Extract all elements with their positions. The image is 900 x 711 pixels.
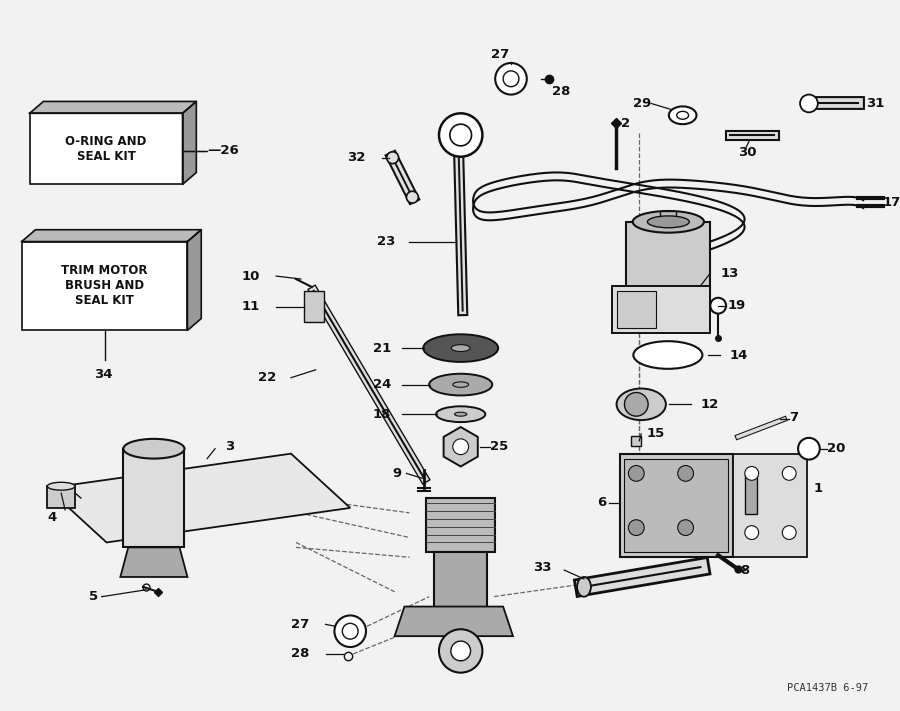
Circle shape [407, 191, 418, 203]
Text: O-RING AND
SEAL KIT: O-RING AND SEAL KIT [66, 135, 147, 163]
Bar [612, 286, 710, 333]
Text: 23: 23 [377, 235, 395, 248]
Text: 34: 34 [94, 368, 112, 381]
Circle shape [628, 466, 644, 481]
Polygon shape [394, 606, 513, 636]
Bar [427, 498, 495, 552]
Text: 4: 4 [48, 511, 57, 524]
Text: 5: 5 [89, 590, 98, 603]
Text: 32: 32 [347, 151, 365, 164]
Circle shape [439, 113, 482, 156]
Circle shape [800, 95, 818, 112]
Text: 20: 20 [827, 442, 845, 455]
Text: 12: 12 [700, 398, 719, 411]
Ellipse shape [451, 345, 470, 351]
Polygon shape [48, 454, 350, 542]
Text: 28: 28 [291, 648, 310, 661]
Circle shape [798, 438, 820, 459]
Circle shape [387, 151, 399, 164]
Text: 27: 27 [291, 618, 310, 631]
Bar [434, 552, 487, 606]
Ellipse shape [633, 211, 704, 232]
Text: 15: 15 [646, 427, 664, 440]
Ellipse shape [123, 439, 184, 459]
Text: 22: 22 [258, 371, 276, 384]
Text: 31: 31 [866, 97, 885, 110]
Text: 13: 13 [720, 267, 739, 279]
Circle shape [745, 525, 759, 540]
Ellipse shape [647, 216, 689, 228]
Bar [48, 486, 75, 508]
Circle shape [503, 71, 519, 87]
Circle shape [439, 629, 482, 673]
Circle shape [710, 298, 726, 314]
Bar [745, 474, 757, 514]
Circle shape [453, 439, 469, 454]
Circle shape [451, 641, 471, 661]
Text: 30: 30 [738, 146, 756, 159]
Text: 3: 3 [225, 440, 234, 453]
Ellipse shape [436, 406, 485, 422]
Bar [660, 211, 676, 223]
Ellipse shape [423, 334, 499, 362]
Text: 9: 9 [392, 467, 401, 480]
Text: 33: 33 [533, 560, 551, 574]
Circle shape [745, 466, 759, 481]
Bar [30, 113, 183, 184]
Circle shape [625, 392, 648, 416]
Text: 17: 17 [883, 196, 900, 208]
Text: 7: 7 [789, 411, 798, 424]
Bar [625, 459, 728, 552]
Bar [304, 291, 324, 323]
Circle shape [335, 616, 366, 647]
Circle shape [678, 466, 694, 481]
Text: 11: 11 [242, 300, 260, 313]
Bar [616, 291, 656, 328]
Text: 6: 6 [597, 496, 606, 510]
Polygon shape [30, 102, 196, 113]
Text: 25: 25 [491, 440, 508, 453]
Ellipse shape [634, 341, 702, 369]
Bar [632, 436, 641, 446]
Text: 14: 14 [730, 348, 749, 361]
Text: TRIM MOTOR
BRUSH AND
SEAL KIT: TRIM MOTOR BRUSH AND SEAL KIT [61, 264, 148, 307]
Circle shape [782, 466, 796, 481]
Bar [626, 222, 710, 311]
Circle shape [495, 63, 526, 95]
Text: 1: 1 [814, 481, 823, 495]
Bar [619, 454, 733, 557]
Text: 18: 18 [373, 407, 392, 421]
Ellipse shape [454, 412, 467, 416]
Ellipse shape [48, 482, 75, 490]
Text: —26: —26 [207, 144, 238, 157]
Text: 21: 21 [373, 341, 392, 355]
Polygon shape [121, 547, 187, 577]
Circle shape [342, 624, 358, 639]
Ellipse shape [616, 388, 666, 420]
Ellipse shape [577, 577, 591, 597]
Text: 24: 24 [373, 378, 392, 391]
Ellipse shape [429, 374, 492, 395]
Text: 2: 2 [622, 117, 631, 129]
Circle shape [782, 525, 796, 540]
Circle shape [450, 124, 472, 146]
Ellipse shape [669, 107, 697, 124]
Ellipse shape [677, 112, 688, 119]
Bar [22, 242, 187, 331]
Text: 19: 19 [728, 299, 746, 312]
Polygon shape [183, 102, 196, 184]
Polygon shape [22, 230, 202, 242]
Text: 29: 29 [633, 97, 651, 110]
Text: 27: 27 [491, 48, 509, 60]
Bar [123, 449, 184, 547]
Ellipse shape [453, 382, 469, 387]
Text: PCA1437B 6-97: PCA1437B 6-97 [787, 683, 868, 693]
Text: 8: 8 [740, 564, 749, 577]
Text: 28: 28 [553, 85, 571, 98]
Text: 10: 10 [242, 269, 260, 282]
Circle shape [678, 520, 694, 535]
Circle shape [628, 520, 644, 535]
Polygon shape [187, 230, 202, 331]
Bar [733, 454, 807, 557]
